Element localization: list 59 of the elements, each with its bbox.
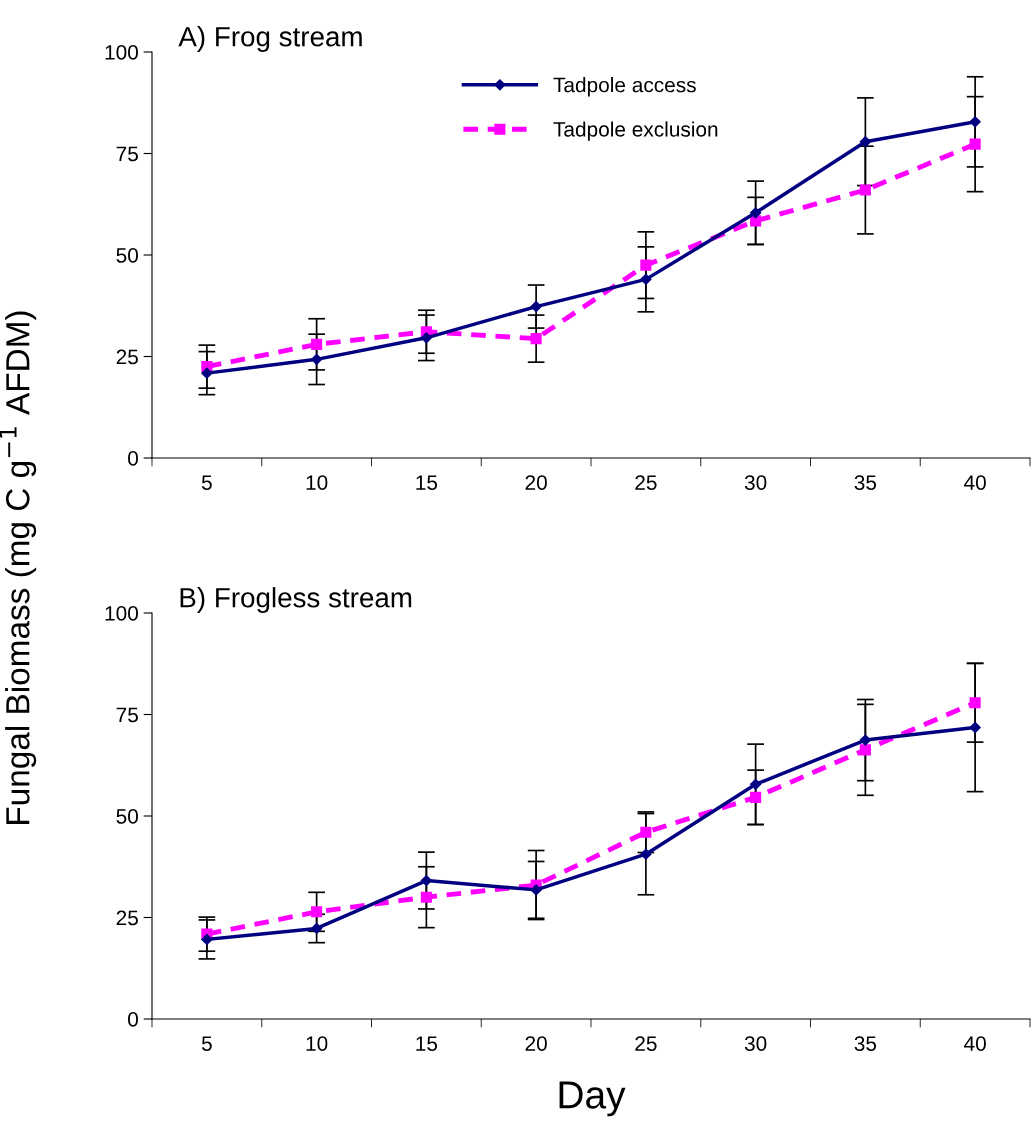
point <box>969 721 981 734</box>
x-tick-label: 30 <box>744 475 767 490</box>
y-axis-title: Fungal Biomass (mg C g$^{−1}$ AFDM) <box>0 311 37 824</box>
point <box>969 138 981 150</box>
point <box>530 333 542 345</box>
y-tick-label: 0 <box>128 451 138 466</box>
point <box>640 273 652 285</box>
point <box>969 116 981 128</box>
x-tick-label: 35 <box>854 475 877 490</box>
point <box>201 933 213 946</box>
x-tick-label: 5 <box>201 1036 212 1051</box>
x-tick-label: 10 <box>306 475 328 490</box>
y-tick-label: 75 <box>116 146 138 162</box>
point <box>750 778 762 790</box>
point <box>420 874 432 887</box>
point <box>859 184 871 196</box>
x-tick-label: 15 <box>416 475 438 490</box>
point <box>640 848 652 860</box>
y-tick-label: 100 <box>105 45 138 60</box>
point <box>750 207 762 219</box>
y-tick-label: 50 <box>116 248 138 263</box>
point <box>530 884 542 896</box>
y-tick-label: 50 <box>116 809 138 824</box>
x-tick-label: 5 <box>201 475 212 490</box>
point <box>969 697 981 709</box>
y-tick-label: 25 <box>116 910 138 926</box>
x-tick-label: 25 <box>635 475 657 490</box>
x-tick-label: 40 <box>964 1036 986 1051</box>
point <box>859 734 871 746</box>
chart-title: B) Frogless stream <box>180 587 412 613</box>
point <box>640 826 652 838</box>
legend-label: Tadpole exclusion <box>553 121 718 141</box>
point <box>311 338 323 350</box>
point <box>750 791 762 803</box>
point <box>530 300 542 313</box>
x-axis-title: Day <box>559 1081 626 1117</box>
chart-title: A) Frog stream <box>178 26 362 52</box>
x-tick-label: 10 <box>306 1036 328 1051</box>
x-tick-label: 40 <box>964 475 986 490</box>
point <box>311 922 323 935</box>
x-tick-label: 15 <box>416 1036 438 1051</box>
point <box>859 136 871 148</box>
y-tick-label: 0 <box>128 1012 138 1027</box>
y-tick-label: 75 <box>116 707 138 723</box>
point <box>201 367 213 379</box>
point <box>311 353 323 365</box>
point <box>311 906 323 918</box>
x-tick-label: 20 <box>525 1036 547 1051</box>
x-tick-label: 35 <box>854 1036 877 1051</box>
x-tick-label: 20 <box>525 475 547 490</box>
x-tick-label: 25 <box>635 1036 657 1051</box>
y-tick-label: 25 <box>116 349 138 365</box>
point <box>640 259 652 271</box>
point <box>859 744 871 756</box>
y-tick-label: 100 <box>105 606 138 621</box>
point <box>420 891 432 903</box>
legend-label: Tadpole access <box>553 77 696 97</box>
x-tick-label: 30 <box>744 1036 767 1051</box>
point <box>420 332 432 344</box>
